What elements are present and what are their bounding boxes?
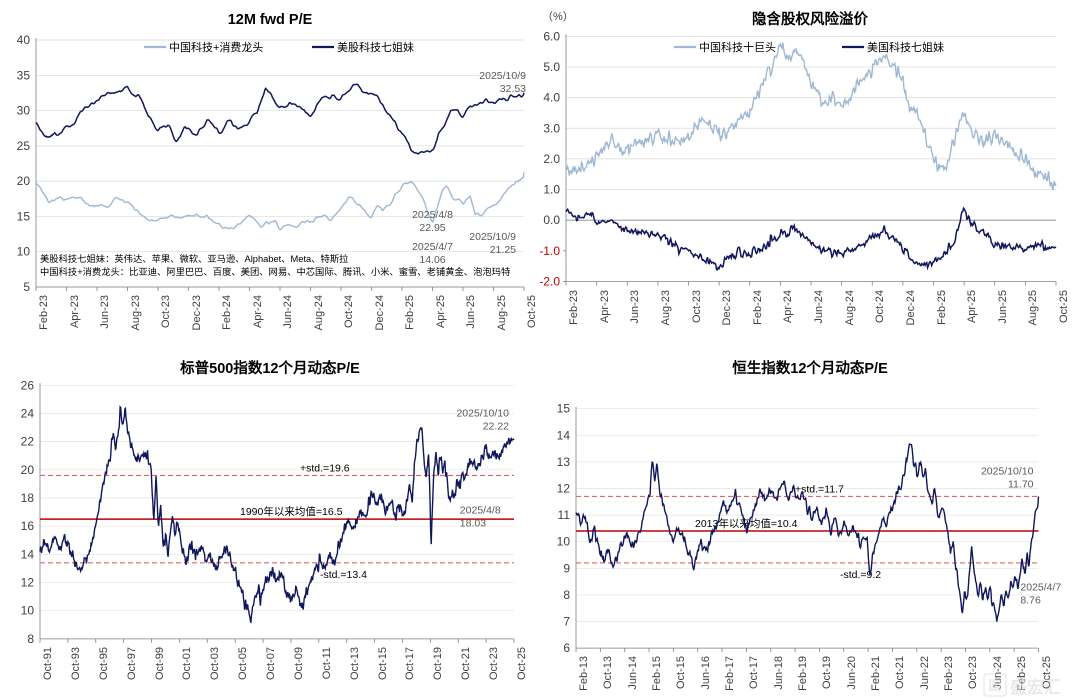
svg-text:1.0: 1.0 [543, 183, 560, 197]
svg-text:恒生指数12个月动态P/E: 恒生指数12个月动态P/E [732, 359, 888, 377]
svg-text:10: 10 [21, 604, 35, 618]
svg-text:0.0: 0.0 [543, 213, 560, 227]
svg-text:国: 国 [988, 678, 1001, 693]
svg-text:3.0: 3.0 [543, 121, 560, 135]
svg-text:12: 12 [557, 482, 571, 496]
svg-text:2025/4/8: 2025/4/8 [460, 505, 501, 517]
svg-text:20: 20 [21, 463, 35, 477]
svg-text:标普500指数12个月动态P/E: 标普500指数12个月动态P/E [179, 359, 360, 377]
svg-text:11: 11 [558, 508, 571, 522]
svg-text:13: 13 [557, 455, 571, 469]
svg-text:16: 16 [21, 519, 35, 533]
svg-text:14: 14 [557, 428, 571, 442]
svg-text:6.0: 6.0 [543, 29, 560, 43]
svg-text:26: 26 [21, 378, 35, 392]
svg-text:35: 35 [17, 68, 31, 82]
svg-text:11.70: 11.70 [1008, 478, 1034, 490]
svg-text:2025/4/7: 2025/4/7 [1020, 582, 1061, 594]
svg-text:2025/10/9: 2025/10/9 [469, 231, 516, 243]
svg-text:8.76: 8.76 [1020, 595, 1041, 607]
svg-text:24: 24 [21, 406, 35, 420]
svg-text:8: 8 [563, 588, 570, 602]
svg-text:30: 30 [17, 104, 31, 118]
svg-text:40: 40 [17, 33, 31, 47]
svg-text:20: 20 [17, 174, 31, 188]
svg-text:32.53: 32.53 [500, 83, 526, 95]
svg-text:盛宏汇: 盛宏汇 [1010, 677, 1061, 697]
svg-text:2025/10/10: 2025/10/10 [981, 465, 1034, 477]
svg-text:22: 22 [21, 435, 35, 449]
svg-text:7: 7 [563, 615, 570, 629]
svg-text:5: 5 [23, 280, 30, 294]
svg-text:中国科技+消费龙头: 中国科技+消费龙头 [169, 40, 263, 54]
svg-text:2025/10/10: 2025/10/10 [456, 408, 509, 420]
svg-text:2025/4/8: 2025/4/8 [412, 209, 453, 221]
svg-text:8: 8 [27, 632, 34, 646]
svg-text:22.22: 22.22 [483, 421, 509, 433]
svg-text:-1.0: -1.0 [540, 244, 560, 258]
svg-text:6: 6 [563, 641, 570, 655]
svg-text:10: 10 [17, 245, 31, 259]
svg-text:+std.=19.6: +std.=19.6 [300, 462, 350, 474]
svg-text:中国科技+消费龙头：比亚迪、阿里巴巴、百度、美团、网易、中芯: 中国科技+消费龙头：比亚迪、阿里巴巴、百度、美团、网易、中芯国际、腾讯、小米、蜜… [40, 266, 510, 277]
svg-text:4.0: 4.0 [543, 91, 560, 105]
svg-text:（%）: （%） [542, 10, 574, 23]
svg-text:美股科技七姐妹：英伟达、苹果、微软、亚马逊、Alphabet: 美股科技七姐妹：英伟达、苹果、微软、亚马逊、Alphabet、Meta、特斯拉 [40, 253, 348, 264]
svg-text:14: 14 [21, 547, 35, 561]
svg-text:25: 25 [17, 139, 31, 153]
svg-text:2.0: 2.0 [543, 152, 560, 166]
svg-text:隐含股权风险溢价: 隐含股权风险溢价 [752, 10, 868, 28]
svg-text:2025/4/7: 2025/4/7 [412, 241, 453, 253]
svg-text:美国科技七姐妹: 美国科技七姐妹 [867, 40, 944, 54]
svg-text:9: 9 [563, 561, 570, 575]
svg-text:12: 12 [21, 576, 35, 590]
svg-text:18: 18 [21, 491, 35, 505]
svg-text:中国科技十巨头: 中国科技十巨头 [699, 40, 776, 54]
svg-text:12M fwd P/E: 12M fwd P/E [228, 12, 313, 28]
svg-text:5.0: 5.0 [543, 60, 560, 74]
svg-text:-std.=13.4: -std.=13.4 [320, 569, 367, 581]
svg-text:15: 15 [17, 209, 31, 223]
svg-text:18.03: 18.03 [460, 518, 486, 530]
svg-text:14.06: 14.06 [419, 254, 445, 266]
svg-text:21.25: 21.25 [490, 244, 516, 256]
svg-text:美股科技七姐妹: 美股科技七姐妹 [337, 40, 414, 54]
svg-text:-2.0: -2.0 [540, 275, 560, 289]
svg-text:15: 15 [557, 402, 571, 416]
svg-text:22.95: 22.95 [419, 222, 445, 234]
svg-text:1990年以来均值=16.5: 1990年以来均值=16.5 [240, 505, 343, 518]
svg-text:-std.=9.2: -std.=9.2 [840, 569, 881, 581]
svg-text:2025/10/9: 2025/10/9 [479, 70, 526, 82]
svg-text:10: 10 [557, 535, 571, 549]
